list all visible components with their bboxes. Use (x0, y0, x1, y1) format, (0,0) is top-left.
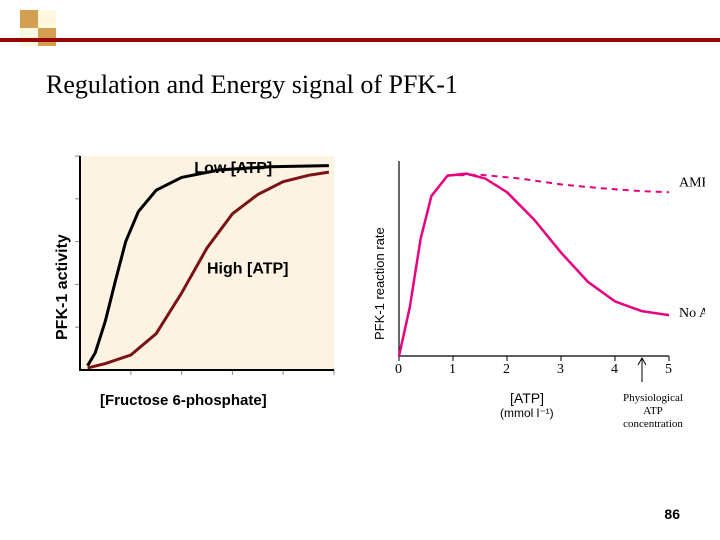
series-no-amp (399, 174, 669, 356)
page-number: 86 (664, 506, 680, 522)
square-icon (20, 28, 38, 46)
left-chart-xlabel: [Fructose 6-phosphate] (100, 392, 267, 409)
accent-band (0, 38, 720, 42)
pfk1-activity-chart: Low [ATP] High [ATP] (70, 150, 340, 380)
right-chart-svg: AMP added No AMP (385, 155, 705, 430)
left-chart-ylabel: PFK-1 activity (54, 234, 72, 340)
page-title: Regulation and Energy signal of PFK-1 (46, 70, 458, 100)
right-chart-xlabel: [ATP] (510, 390, 544, 406)
annotation-line: ATP (608, 405, 698, 417)
series-label: High [ATP] (207, 261, 288, 278)
left-chart-svg: Low [ATP] High [ATP] (70, 150, 340, 380)
right-chart-xlabel-sub: (mmol l⁻¹) (500, 406, 554, 420)
annotation-line: concentration (608, 418, 698, 430)
xtick-label: 5 (665, 362, 672, 378)
xtick-label: 4 (611, 362, 618, 378)
series-label: No AMP (679, 306, 705, 321)
xtick-label: 3 (557, 362, 564, 378)
pfk1-atp-chart: AMP addedNo AMP (385, 155, 675, 370)
series-label: AMP added (679, 175, 705, 190)
xtick-label: 0 (395, 362, 402, 378)
annotation-line: Physiological (608, 392, 698, 404)
square-icon (38, 28, 56, 46)
square-icon (20, 10, 38, 28)
xtick-label: 2 (503, 362, 510, 378)
square-icon (38, 10, 56, 28)
right-chart-ylabel: PFK-1 reaction rate (372, 227, 387, 340)
series-label: Low [ATP] (194, 160, 272, 177)
arrow-up-icon (638, 358, 646, 382)
xtick-label: 1 (449, 362, 456, 378)
